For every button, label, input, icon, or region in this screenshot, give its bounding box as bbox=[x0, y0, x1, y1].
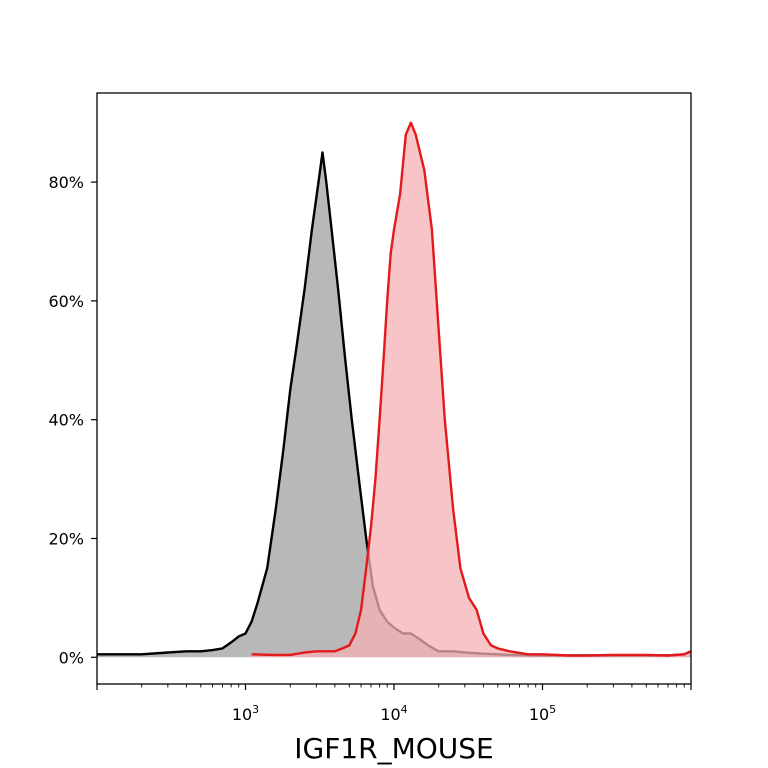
y-tick-label: 80% bbox=[48, 173, 84, 192]
series-layer bbox=[97, 121, 692, 658]
y-tick-label: 0% bbox=[59, 648, 84, 667]
x-tick-label: 104 bbox=[380, 703, 407, 724]
x-axis: 103 104 105 bbox=[96, 684, 692, 724]
x-tick-label: 103 bbox=[232, 703, 259, 724]
y-tick-label: 60% bbox=[48, 292, 84, 311]
y-tick-label: 20% bbox=[48, 529, 84, 548]
x-axis-label: IGF1R_MOUSE bbox=[294, 732, 494, 765]
x-tick-label: 105 bbox=[529, 703, 556, 724]
y-axis: 0% 20% 40% 60% 80% bbox=[48, 173, 97, 667]
series-2-line bbox=[251, 121, 692, 657]
y-tick-label: 40% bbox=[48, 411, 84, 430]
